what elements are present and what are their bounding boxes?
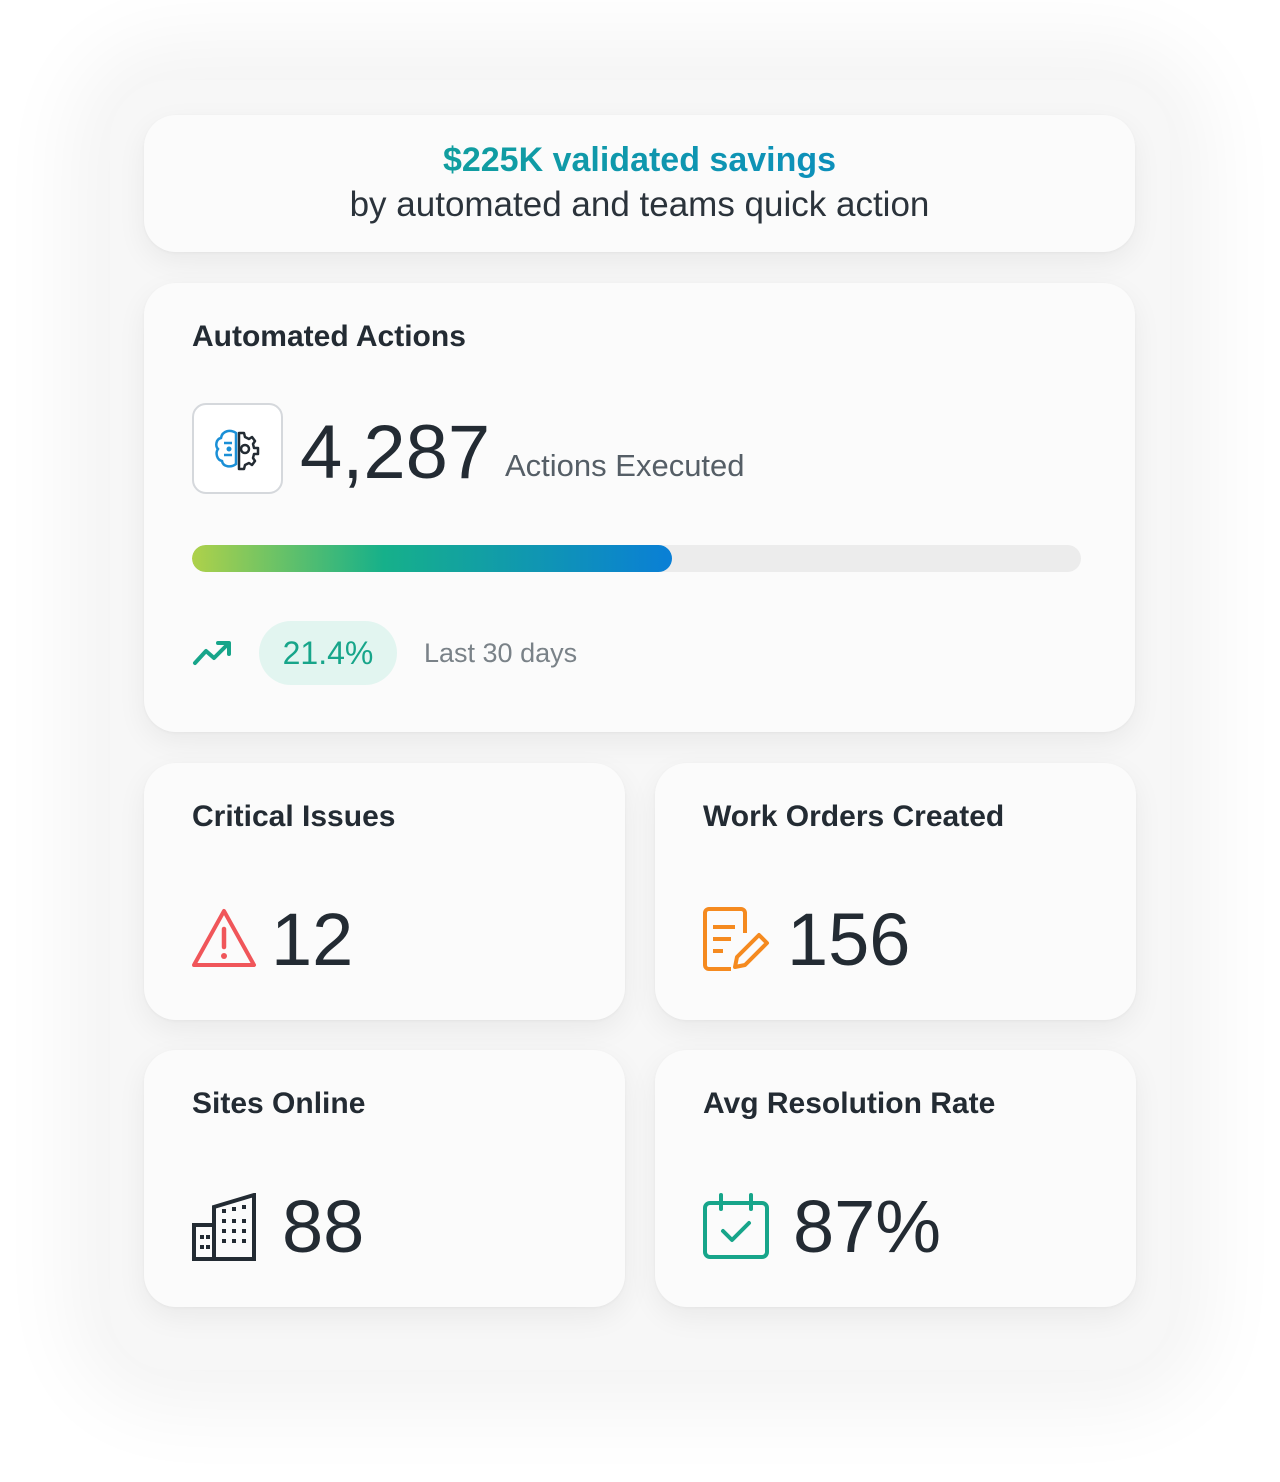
card-title: Avg Resolution Rate [703, 1087, 996, 1120]
card-title: Automated Actions [192, 320, 466, 353]
card-title: Sites Online [192, 1087, 366, 1120]
warning-icon [192, 909, 256, 967]
card-title: Work Orders Created [703, 800, 1005, 833]
stat-value: 88 [282, 1185, 365, 1268]
brain-icon [215, 429, 260, 471]
period-label: Last 30 days [424, 638, 578, 668]
card-title: Critical Issues [192, 800, 396, 833]
savings-title: $225K validated savings [144, 141, 1135, 180]
savings-subtitle: by automated and teams quick action [349, 185, 930, 224]
stat-card: Critical Issues 12 [144, 763, 625, 1020]
work-order-icon [703, 907, 769, 971]
icon-box [192, 403, 283, 494]
change-pill: 21.4% [259, 621, 397, 685]
stat-value: 87% [793, 1185, 942, 1268]
stat-card: Work Orders Created 156 [655, 763, 1136, 1020]
progress-fill [192, 545, 673, 572]
building-icon [192, 1193, 256, 1261]
calendar-check-icon [703, 1193, 769, 1259]
automated-actions-card: Automated Actions 4,287 Actions Executed… [144, 283, 1135, 732]
actions-count: 4,287 [300, 410, 491, 495]
savings-card: $225K validated savings by automated and… [144, 115, 1135, 252]
change-value: 21.4% [282, 634, 374, 671]
stat-value: 156 [787, 898, 911, 981]
trend-icon [193, 641, 231, 665]
stat-value: 12 [271, 898, 354, 981]
actions-label: Actions Executed [505, 448, 745, 483]
stat-card: Avg Resolution Rate 87% [655, 1050, 1136, 1307]
stat-card: Sites Online 88 [144, 1050, 625, 1307]
progress-track [192, 545, 1081, 572]
